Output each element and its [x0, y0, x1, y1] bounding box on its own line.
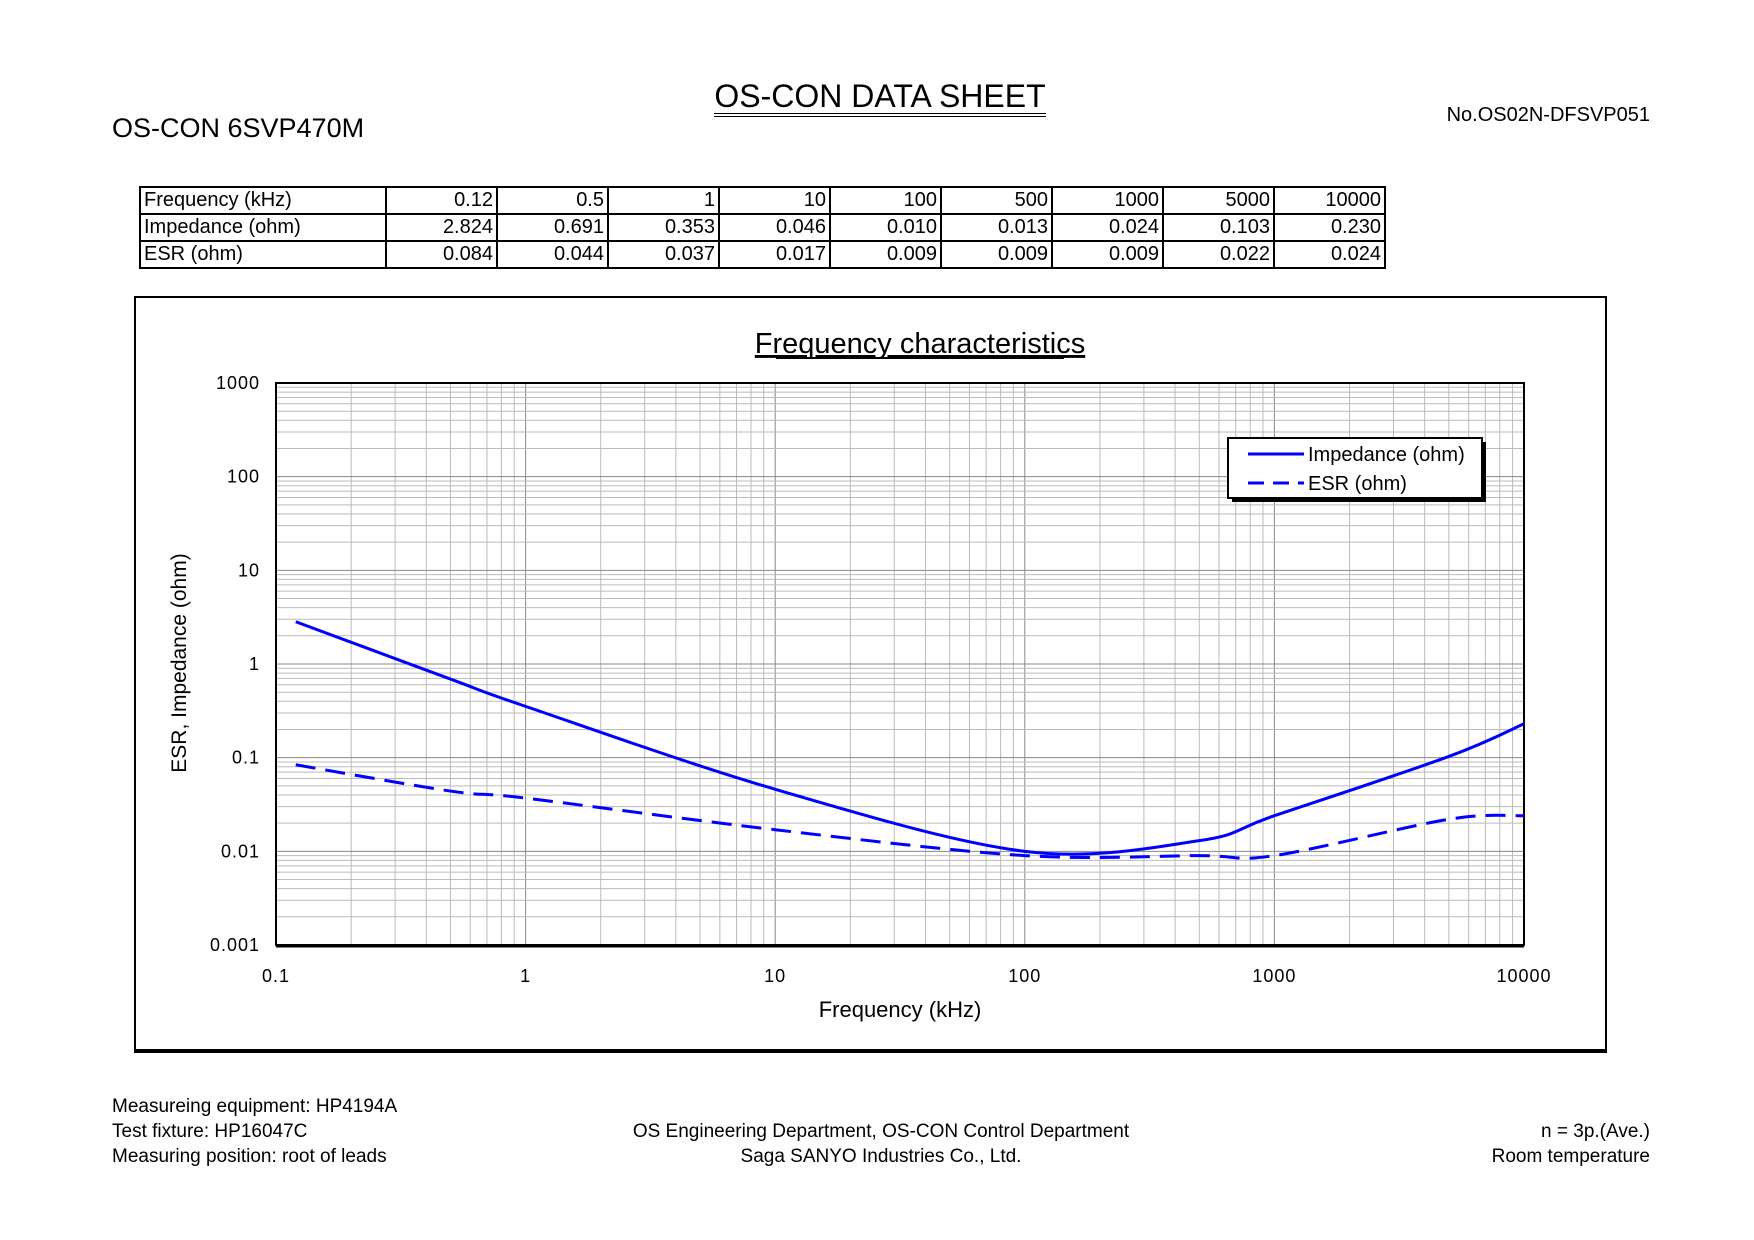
table-cell: 0.009: [829, 240, 942, 269]
impedance-curve: [295, 620, 1525, 856]
table-cell: 0.024: [1051, 213, 1164, 242]
table-cell: 0.12: [385, 186, 498, 215]
table-cell: 0.013: [940, 213, 1053, 242]
y-axis-label: ESR, Impedance (ohm): [168, 553, 191, 772]
table-cell: 1: [607, 186, 720, 215]
table-cell: 5000: [1162, 186, 1275, 215]
legend: Impedance (ohm) ESR (ohm): [1227, 437, 1486, 502]
table-cell: 0.022: [1162, 240, 1275, 269]
y-tick-label: 0.001: [210, 935, 260, 955]
x-tick-label: 10: [764, 966, 786, 986]
table-cell: 2.824: [385, 213, 498, 242]
y-tick-label: 10: [238, 560, 260, 580]
table-cell: 0.5: [496, 186, 609, 215]
table-cell: 10000: [1273, 186, 1386, 215]
footer-left-3: Measuring position: root of leads: [112, 1146, 387, 1167]
chart-title: Frequency characteristics: [755, 328, 1085, 360]
chart-frame: Frequency characteristics 0.1 1 10 100 1000 10…: [134, 296, 1607, 1051]
legend-box: [1227, 437, 1483, 499]
table-row: Frequency (kHz) 0.12 0.5 1 10 100 500 1000 5000 1…: [139, 186, 1386, 215]
footer-center-2: Saga SANYO Industries Co., Ltd.: [740, 1146, 1022, 1167]
characteristics-table: Frequency (kHz) 0.12 0.5 1 10 100 500 1000 5000 1…: [139, 186, 1386, 269]
row-header: Frequency (kHz): [139, 186, 387, 215]
x-tick-label: 10000: [1496, 966, 1551, 986]
table-cell: 0.009: [1051, 240, 1164, 269]
table-cell: 0.024: [1273, 240, 1386, 269]
y-tick-label: 0.1: [232, 748, 260, 768]
table-cell: 500: [940, 186, 1053, 215]
row-header: ESR (ohm): [139, 240, 387, 269]
table-cell: 0.037: [607, 240, 720, 269]
y-tick-label: 1000: [216, 373, 260, 393]
y-tick-label: 0.01: [221, 841, 260, 861]
footer-left-1: Measureing equipment: HP4194A: [112, 1096, 398, 1117]
table-cell: 0.046: [718, 213, 831, 242]
table-cell: 0.691: [496, 213, 609, 242]
footer-right-1: n = 3p.(Ave.): [1541, 1121, 1650, 1142]
document-title-text: OS-CON DATA SHEET: [714, 79, 1046, 117]
table-cell: 0.103: [1162, 213, 1275, 242]
footer-right-2: Room temperature: [1491, 1146, 1650, 1167]
document-title: OS-CON DATA SHEET: [0, 78, 1754, 117]
table-cell: 0.017: [718, 240, 831, 269]
table-cell: 0.010: [829, 213, 942, 242]
table-cell: 0.353: [607, 213, 720, 242]
table-cell: 0.230: [1273, 213, 1386, 242]
row-header: Impedance (ohm): [139, 213, 387, 242]
product-model: OS-CON 6SVP470M: [112, 113, 365, 143]
esr-curve: [295, 763, 1525, 860]
x-tick-label: 1000: [1252, 966, 1296, 986]
table-cell: 1000: [1051, 186, 1164, 215]
x-tick-label: 1: [520, 966, 531, 986]
x-tick-label: 100: [1008, 966, 1041, 986]
y-tick-label: 1: [249, 654, 260, 674]
document-number: No.OS02N-DFSVP051: [1446, 104, 1650, 126]
table-cell: 10: [718, 186, 831, 215]
table-cell: 0.084: [385, 240, 498, 269]
table-cell: 0.044: [496, 240, 609, 269]
y-tick-label: 100: [227, 467, 260, 487]
footer-left-2: Test fixture: HP16047C: [112, 1121, 308, 1142]
legend-label: Impedance (ohm): [1308, 444, 1465, 466]
footer-center-1: OS Engineering Department, OS-CON Contro…: [632, 1121, 1130, 1142]
table-row: ESR (ohm) 0.084 0.044 0.037 0.017 0.009 0.009 0…: [139, 240, 1386, 269]
table-cell: 100: [829, 186, 942, 215]
x-axis-label: Frequency (kHz): [819, 997, 982, 1022]
x-tick-label: 0.1: [262, 966, 290, 986]
table-cell: 0.009: [940, 240, 1053, 269]
table-row: Impedance (ohm) 2.824 0.691 0.353 0.046 0.010…: [139, 213, 1386, 242]
legend-label: ESR (ohm): [1308, 473, 1407, 495]
